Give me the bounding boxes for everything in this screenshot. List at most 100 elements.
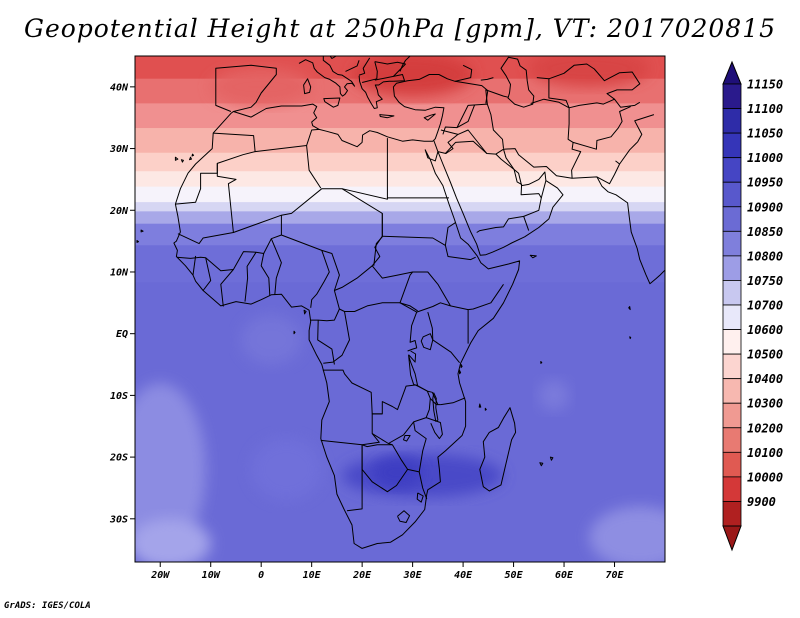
colorbar-swatch [722,157,742,183]
country-border [456,103,504,149]
country-border [495,153,515,170]
height-field [135,56,665,562]
country-border [416,492,424,503]
island-outline [189,156,192,161]
lon-tick-label: 70E [605,570,624,581]
country-border [513,169,542,231]
colorbar-label: 10950 [747,176,783,190]
coastline-madagascar [479,407,517,492]
colorbar-swatch [722,329,742,355]
coastline-mediterranean [233,64,473,148]
country-border [345,60,360,72]
lake-outline [403,435,411,442]
lat-tick-label: 10N [110,267,129,278]
lake-outline [420,333,434,351]
colorbar-swatch [722,501,742,527]
lon-tick-label: 50E [505,570,524,581]
field-band [135,282,665,562]
island-outline [460,364,463,369]
field-band [135,171,665,191]
field-band [135,211,665,228]
colorbar-label: 11100 [747,102,783,116]
country-border [192,255,197,276]
island-outline [628,306,631,311]
colorbar-label: 10800 [747,249,783,263]
field-band [135,128,665,157]
colorbar-label: 10300 [747,397,783,411]
colorbar-label: 10850 [747,225,783,239]
field-blob [251,438,322,501]
country-border [427,311,460,364]
colorbar-swatch [722,230,742,257]
colorbar-label: 11050 [747,127,783,141]
colorbar-swatch [722,280,742,306]
country-border [480,77,494,81]
country-border [568,98,641,109]
colorbar-swatch [722,402,742,429]
coastlines-and-borders [136,56,665,549]
island-outline [549,456,554,461]
colorbar-label: 10500 [747,348,783,362]
grads-credit: GrADS: IGES/COLA [4,601,91,611]
colorbar-label: 11000 [747,151,783,165]
lon-tick-label: 20E [352,570,372,581]
country-border [270,238,282,295]
country-border [339,302,418,312]
colorbar-swatch [722,108,742,134]
country-border [596,163,621,185]
lon-tick-label: 10E [303,570,322,581]
island-outline [303,78,312,95]
colorbar: 11150 11100 11050 11000 10950 10900 10850 10800… [722,60,783,552]
coastline-caspian [500,56,535,108]
island-outline [140,229,144,233]
island-outline [180,159,184,163]
country-border [233,188,383,267]
colorbar-label: 10400 [747,372,783,386]
lon-tick-label: 10W [202,570,221,581]
field-band [135,152,665,176]
country-border [374,61,406,65]
country-border [445,140,488,154]
colorbar-swatch [722,206,742,232]
country-border [322,369,383,415]
country-border [437,129,459,154]
lat-tick-label: 40N [110,82,129,93]
field-blob [135,383,206,556]
island-outline [629,336,632,340]
colorbar-label: 10750 [747,274,783,288]
colorbar-swatch [722,255,742,281]
coastline-greece [358,75,394,109]
country-border [399,271,504,313]
country-border [341,138,388,200]
lat-tick-label: 30N [109,144,129,155]
lon-tick-label: 0 [258,570,264,581]
field-band [135,103,665,133]
country-border [413,421,427,472]
lat-tick-label: 20S [109,453,128,464]
colorbar-label: 9900 [747,495,776,509]
country-border [244,251,257,302]
field-blob [372,457,423,488]
axis-ticks: 40N 30N 20N 10N EQ 10S 20S 30S 20W 10W 0 10E 20E 30E 4… [109,82,625,581]
country-border [418,471,428,500]
country-border [530,98,582,179]
country-border [393,74,405,82]
country-border [429,398,441,406]
colorbar-label: 10100 [747,446,783,460]
coastline-italy [298,56,356,97]
country-border [320,433,380,446]
island-outline [174,156,179,161]
island-outline [540,361,543,364]
colorbar-swatch [722,451,742,478]
field-blob [528,56,650,87]
island-outline [136,240,139,243]
colorbar-swatch [722,378,742,404]
country-border [281,234,373,291]
field-band [135,245,665,287]
country-border [454,80,489,104]
map-title: Geopotential Height at 250hPa [gpm], VT:… [23,14,777,43]
island-outline [293,330,296,335]
plot-frame [134,55,666,563]
field-blob [135,518,211,562]
